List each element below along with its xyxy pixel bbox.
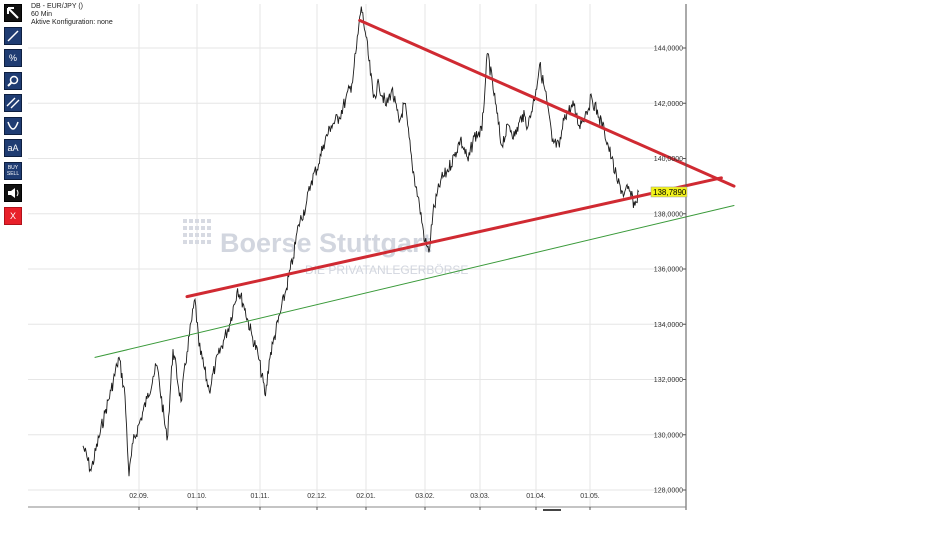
buy-label: BUY — [7, 164, 19, 171]
y-tick-label: 140,0000 — [654, 156, 683, 163]
y-tick-label: 136,0000 — [654, 267, 683, 274]
triangle-lower[interactable] — [185, 176, 723, 299]
config-label: Aktive Konfiguration: none — [31, 19, 113, 26]
y-tick-label: 132,0000 — [654, 377, 683, 384]
price-series — [82, 6, 639, 477]
magnifier-icon — [7, 75, 19, 87]
y-tick-label: 134,0000 — [654, 322, 683, 329]
sound-tool[interactable] — [4, 184, 22, 202]
close-icon: X — [9, 210, 16, 221]
watermark-brand: Boerse Stuttgart — [220, 228, 432, 258]
line-tool[interactable] — [4, 26, 22, 45]
instrument-title: DB - EUR/JPY () — [31, 3, 83, 10]
trendlines[interactable] — [94, 18, 736, 358]
x-tick-label: 01.10. — [187, 493, 207, 500]
scroll-handle[interactable] — [543, 509, 561, 511]
grid — [28, 4, 686, 507]
watermark: Boerse Stuttgart DIE PRIVATANLEGERBÖRSE — [183, 219, 468, 277]
arrow-pointer-icon — [7, 7, 19, 19]
x-tick-label: 02.01. — [356, 493, 376, 500]
y-tick-label: 144,0000 — [654, 46, 683, 53]
interval-label: 60 Min — [31, 11, 53, 18]
x-tick-label: 03.02. — [415, 493, 435, 500]
sell-label: SELL — [6, 170, 20, 177]
y-tick-label: 142,0000 — [654, 101, 683, 108]
x-tick-label: 02.09. — [129, 493, 149, 500]
buy-sell-icon: BUY SELL — [7, 165, 19, 177]
x-tick-label: 03.03. — [470, 493, 490, 500]
price-line — [82, 6, 639, 477]
line-draw-icon — [7, 29, 19, 42]
x-tick-label: 01.11. — [251, 493, 270, 500]
percent-tool[interactable]: % — [4, 49, 22, 67]
buysell-tool[interactable]: BUY SELL — [4, 161, 22, 180]
pointer-tool[interactable] — [4, 4, 22, 22]
x-tick-label: 02.12. — [307, 493, 327, 500]
parallel-tool[interactable] — [4, 94, 22, 112]
watermark-logo-icon — [183, 219, 211, 244]
curve-tool[interactable] — [4, 116, 22, 135]
last-price-label: 138,7890 — [653, 188, 687, 197]
curve-icon — [7, 121, 19, 130]
percent-icon: % — [8, 53, 17, 63]
y-tick-label: 138,0000 — [654, 211, 683, 218]
text-icon: aA — [7, 143, 19, 153]
zoom-tool[interactable] — [4, 71, 22, 90]
y-tick-label: 128,0000 — [654, 488, 683, 495]
text-tool[interactable]: aA — [4, 139, 22, 157]
parallel-lines-icon — [6, 97, 20, 109]
chart-info: DB - EUR/JPY () 60 Min Aktive Konfigurat… — [31, 3, 113, 27]
x-tick-label: 01.05. — [580, 493, 600, 500]
x-tick-label: 01.04. — [526, 493, 546, 500]
axes: 144,0000 142,0000 140,0000 138,0000 136,0000… — [28, 4, 688, 511]
delete-tool[interactable]: X — [4, 206, 22, 225]
support-line[interactable] — [94, 204, 735, 358]
speaker-icon — [8, 188, 19, 198]
last-price-badge — [650, 186, 688, 198]
triangle-upper[interactable] — [358, 18, 736, 188]
watermark-tagline: DIE PRIVATANLEGERBÖRSE — [305, 263, 468, 277]
drawing-toolbar: % aA BUY SELL — [4, 4, 24, 229]
y-tick-label: 130,0000 — [654, 432, 683, 439]
